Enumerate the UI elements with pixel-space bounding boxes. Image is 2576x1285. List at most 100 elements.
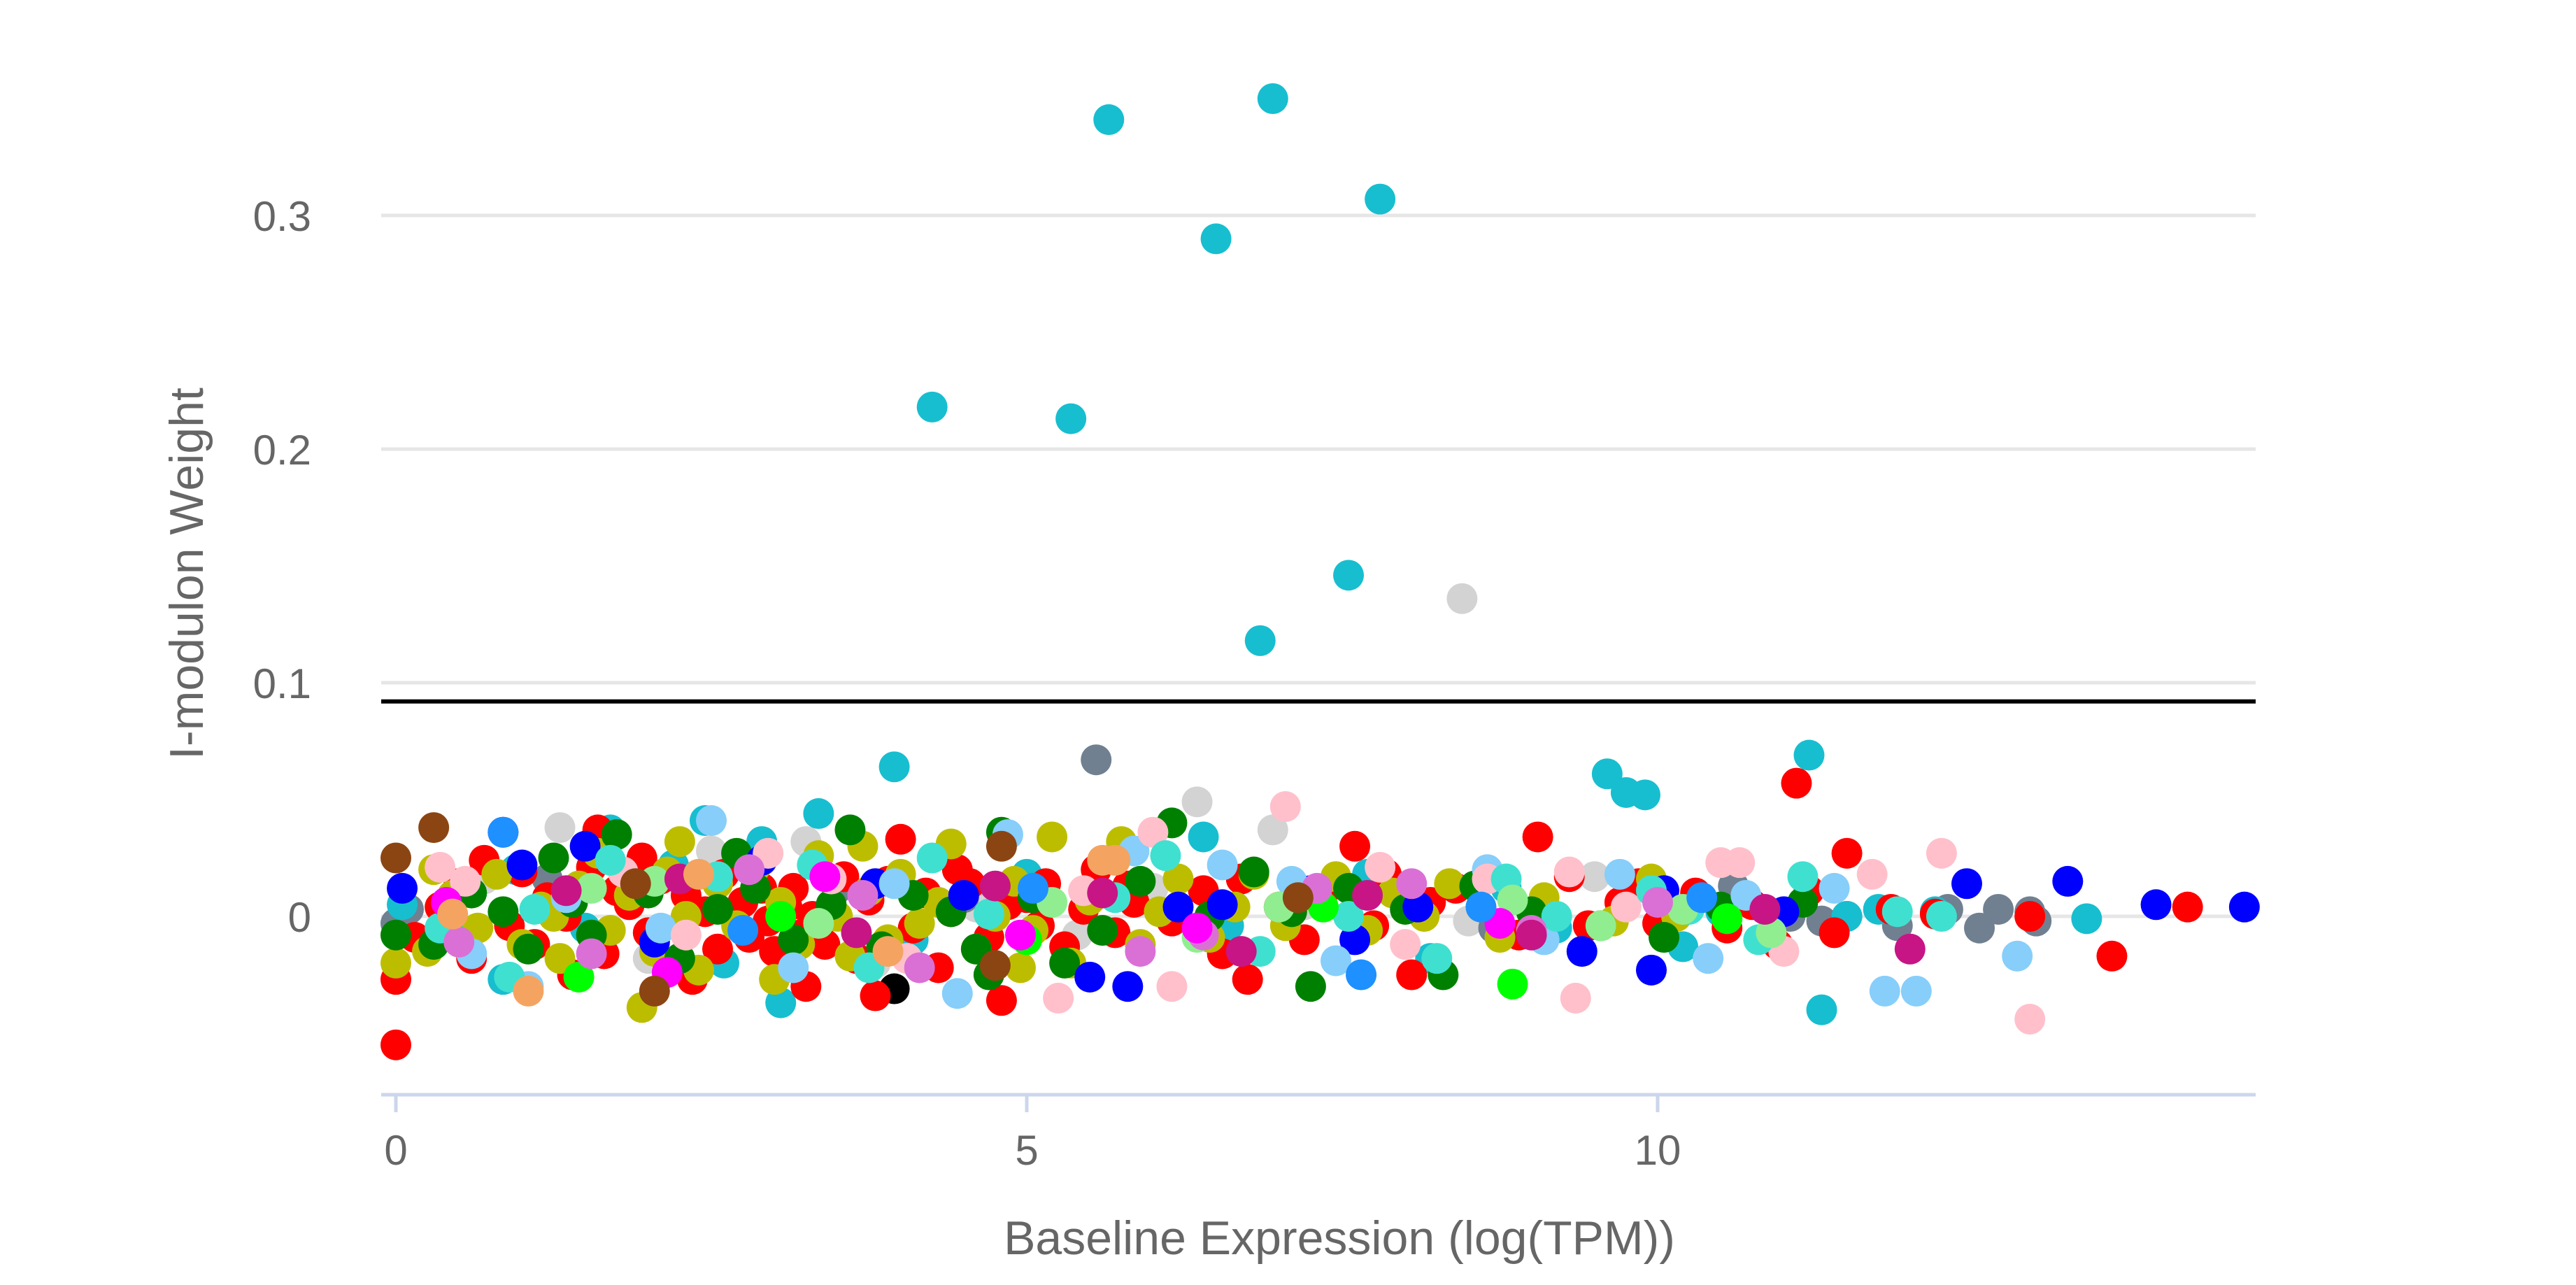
data-point (1352, 879, 1383, 911)
data-point (1686, 882, 1718, 914)
data-point (1926, 837, 1957, 869)
data-point (2140, 889, 2172, 921)
data-point (670, 919, 702, 951)
data-point (2014, 901, 2046, 932)
y-tick-label: 0.3 (253, 193, 311, 240)
x-tick-label: 0 (384, 1127, 407, 1174)
gridlines (381, 213, 2256, 918)
data-point (1926, 901, 1957, 932)
data-point (1610, 891, 1642, 923)
data-point (380, 947, 411, 979)
data-point (481, 858, 513, 890)
data-point (1446, 583, 1478, 614)
data-point (563, 961, 595, 993)
data-point (1819, 917, 1850, 949)
x-tick-label: 10 (1635, 1127, 1681, 1174)
data-point (1856, 858, 1888, 890)
data-point (1434, 868, 1465, 900)
data-point (1181, 912, 1213, 944)
data-point (1339, 924, 1371, 956)
data-point (1421, 943, 1453, 974)
data-point (1238, 856, 1269, 888)
data-point (1282, 882, 1314, 914)
data-point (513, 933, 544, 965)
data-point (544, 812, 576, 844)
data-point (2014, 1003, 2046, 1035)
data-point (2002, 940, 2033, 972)
data-point (1333, 901, 1365, 932)
data-point (1396, 959, 1428, 991)
data-point (904, 952, 935, 984)
data-point (1004, 952, 1036, 984)
data-point (1591, 758, 1623, 790)
data-point (620, 868, 651, 900)
data-point (2228, 891, 2260, 923)
data-point (1579, 861, 1610, 893)
data-point (1396, 868, 1428, 900)
data-point (1295, 971, 1326, 1002)
data-point (985, 830, 1017, 862)
data-point (1693, 943, 1724, 974)
data-point (1320, 945, 1351, 977)
data-point (878, 751, 910, 783)
data-point (1402, 891, 1434, 923)
data-point (1365, 851, 1396, 883)
data-point (683, 858, 714, 890)
y-axis-title: I-modulon Weight (160, 388, 213, 760)
tick-labels: 0 0.1 0.2 0.3 0 5 10 (253, 193, 1681, 1174)
data-point (885, 823, 916, 855)
data-point (488, 896, 519, 928)
data-point (941, 978, 973, 1009)
data-point (948, 879, 979, 911)
data-point (1125, 865, 1156, 897)
highlighted-point (1257, 83, 1288, 114)
data-point (727, 915, 759, 946)
data-point (1749, 893, 1781, 925)
data-point (941, 854, 973, 886)
data-point (1649, 922, 1680, 953)
data-point (1819, 872, 1850, 904)
data-point (1787, 861, 1819, 893)
data-point (1162, 863, 1194, 895)
data-point (1642, 886, 1673, 918)
data-point (1566, 936, 1597, 967)
data-point (1497, 968, 1528, 1000)
data-point (1881, 896, 1913, 928)
x-axis (381, 1093, 2256, 1112)
data-point (569, 830, 601, 862)
data-point (1074, 961, 1106, 993)
y-tick-label: 0 (288, 894, 311, 941)
data-point (878, 868, 910, 900)
data-point (1156, 971, 1188, 1002)
data-point (1604, 858, 1635, 890)
data-point (702, 893, 734, 925)
data-point (765, 987, 797, 1018)
data-point (1257, 814, 1288, 846)
highlighted-point (1244, 625, 1276, 656)
x-tick-label: 5 (1015, 1127, 1038, 1174)
data-point (1232, 964, 1263, 995)
data-point (1964, 912, 1995, 944)
data-point (450, 865, 481, 897)
data-point (1018, 872, 1049, 904)
data-point (2071, 903, 2102, 935)
data-point (834, 814, 866, 846)
data-point (860, 980, 891, 1011)
data-point (1585, 910, 1616, 942)
data-point (1635, 954, 1667, 986)
data-point (1793, 739, 1825, 771)
data-point (696, 805, 727, 837)
data-point (425, 851, 456, 883)
data-point (387, 872, 418, 904)
data-point (639, 975, 670, 1007)
data-point (1162, 891, 1194, 923)
data-point (973, 898, 1004, 930)
data-point (1831, 837, 1863, 869)
data-point (1724, 847, 1756, 879)
data-point (488, 816, 519, 848)
data-point (1781, 767, 1812, 799)
data-point (1207, 889, 1238, 921)
data-point (645, 912, 676, 944)
y-tick-label: 0.1 (253, 660, 311, 707)
data-point (437, 898, 469, 930)
